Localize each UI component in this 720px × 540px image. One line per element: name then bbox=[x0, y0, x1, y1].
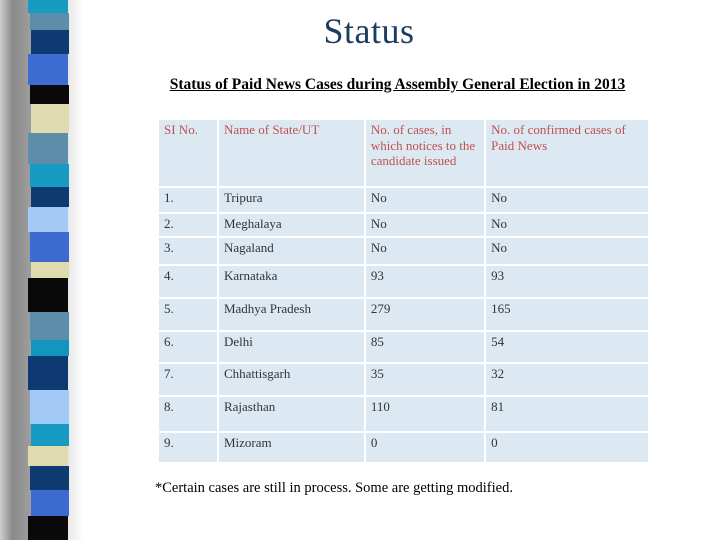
table-cell: 85 bbox=[365, 332, 485, 362]
left-gradient-band bbox=[0, 0, 88, 540]
table-cell: Chhattisgarh bbox=[218, 364, 364, 395]
table-cell: 6. bbox=[159, 332, 217, 362]
ribbon-segment bbox=[28, 0, 68, 13]
decorative-ribbon bbox=[28, 0, 69, 540]
ribbon-segment bbox=[31, 30, 69, 54]
table-header-row: SI No. Name of State/UT No. of cases, in w… bbox=[159, 120, 648, 186]
table-cell: Meghalaya bbox=[218, 214, 364, 236]
ribbon-segment bbox=[31, 424, 69, 446]
ribbon-segment bbox=[31, 187, 69, 207]
table-cell: 5. bbox=[159, 299, 217, 330]
table-cell: 165 bbox=[486, 299, 648, 330]
table-cell: No bbox=[365, 238, 485, 264]
table-cell: No bbox=[486, 188, 648, 212]
table-row: 2. Meghalaya No No bbox=[159, 214, 648, 236]
ribbon-segment bbox=[28, 133, 68, 164]
table-cell: Mizoram bbox=[218, 433, 364, 462]
table-cell: No bbox=[486, 214, 648, 236]
table-cell: 9. bbox=[159, 433, 217, 462]
ribbon-segment bbox=[31, 490, 69, 516]
column-header: SI No. bbox=[159, 120, 217, 186]
table-row: 8. Rajasthan 110 81 bbox=[159, 397, 648, 431]
table-cell: 32 bbox=[486, 364, 648, 395]
ribbon-segment bbox=[30, 85, 69, 104]
table-cell: 35 bbox=[365, 364, 485, 395]
ribbon-segment bbox=[30, 312, 69, 340]
table-row: 1. Tripura No No bbox=[159, 188, 648, 212]
column-header: Name of State/UT bbox=[218, 120, 364, 186]
table-cell: Madhya Pradesh bbox=[218, 299, 364, 330]
table-cell: Rajasthan bbox=[218, 397, 364, 431]
table-cell: 110 bbox=[365, 397, 485, 431]
table-cell: 4. bbox=[159, 266, 217, 297]
table-row: 3. Nagaland No No bbox=[159, 238, 648, 264]
ribbon-segment bbox=[31, 262, 69, 278]
column-header: No. of cases, in which notices to the ca… bbox=[365, 120, 485, 186]
ribbon-segment bbox=[31, 340, 69, 356]
ribbon-segment bbox=[30, 390, 69, 424]
table-cell: 93 bbox=[486, 266, 648, 297]
ribbon-segment bbox=[28, 278, 68, 312]
paid-news-status-table: SI No. Name of State/UT No. of cases, in w… bbox=[157, 118, 650, 464]
footnote: *Certain cases are still in process. Som… bbox=[155, 480, 513, 496]
table-cell: Delhi bbox=[218, 332, 364, 362]
table-cell: 2. bbox=[159, 214, 217, 236]
table-cell: Tripura bbox=[218, 188, 364, 212]
ribbon-segment bbox=[30, 13, 69, 30]
table-cell: 8. bbox=[159, 397, 217, 431]
ribbon-segment bbox=[28, 356, 68, 390]
table-cell: Karnataka bbox=[218, 266, 364, 297]
table-cell: 3. bbox=[159, 238, 217, 264]
table-cell: Nagaland bbox=[218, 238, 364, 264]
table-cell: No bbox=[486, 238, 648, 264]
ribbon-segment bbox=[30, 232, 69, 262]
ribbon-segment bbox=[28, 54, 68, 85]
table-cell: 0 bbox=[365, 433, 485, 462]
table-cell: 93 bbox=[365, 266, 485, 297]
table-row: 5. Madhya Pradesh 279 165 bbox=[159, 299, 648, 330]
table-cell: 54 bbox=[486, 332, 648, 362]
slide-subtitle: Status of Paid News Cases during Assembl… bbox=[169, 76, 626, 93]
table-row: 7. Chhattisgarh 35 32 bbox=[159, 364, 648, 395]
table-cell: 0 bbox=[486, 433, 648, 462]
ribbon-segment bbox=[28, 516, 68, 540]
table-cell: 7. bbox=[159, 364, 217, 395]
table-cell: 1. bbox=[159, 188, 217, 212]
ribbon-segment bbox=[31, 104, 69, 133]
table-row: 4. Karnataka 93 93 bbox=[159, 266, 648, 297]
table-row: 9. Mizoram 0 0 bbox=[159, 433, 648, 462]
ribbon-segment bbox=[28, 446, 68, 466]
ribbon-segment bbox=[30, 466, 69, 490]
table-cell: 81 bbox=[486, 397, 648, 431]
table-cell: 279 bbox=[365, 299, 485, 330]
column-header: No. of confirmed cases of Paid News bbox=[486, 120, 648, 186]
table-cell: No bbox=[365, 188, 485, 212]
ribbon-segment bbox=[28, 207, 68, 232]
slide-title: Status bbox=[323, 11, 415, 51]
ribbon-segment bbox=[30, 164, 69, 187]
table-row: 6. Delhi 85 54 bbox=[159, 332, 648, 362]
table-cell: No bbox=[365, 214, 485, 236]
